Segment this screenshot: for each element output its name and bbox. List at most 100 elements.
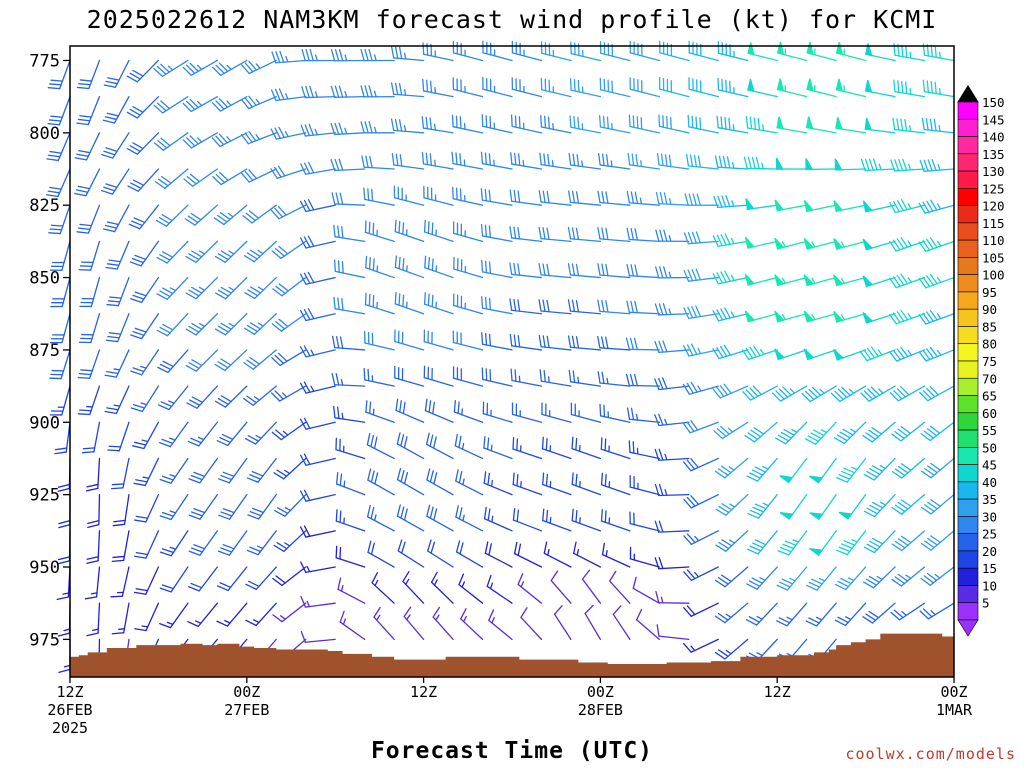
wind-barb (331, 192, 366, 206)
x-tick-label: 26FEB (47, 701, 92, 719)
wind-barb (452, 366, 484, 387)
wind-barb (714, 638, 749, 660)
wind-barb (335, 437, 366, 460)
wind-barb (300, 161, 336, 175)
wind-barb (889, 273, 926, 289)
wind-barb (682, 381, 719, 395)
wind-barb (654, 520, 690, 533)
wind-barb (918, 273, 955, 289)
wind-barb (76, 96, 101, 126)
wind-barb (241, 59, 277, 75)
wind-barb (188, 530, 218, 556)
wind-barb (833, 274, 867, 287)
wind-barb (272, 276, 307, 297)
wind-barb (215, 276, 248, 300)
plot-frame (69, 45, 955, 678)
wind-barb (893, 79, 926, 98)
wind-barb (715, 493, 749, 516)
wind-barb (892, 117, 926, 134)
x-tick-label: 12Z (56, 683, 83, 701)
wind-barb (481, 259, 513, 279)
wind-barb (102, 96, 130, 124)
wind-barb (110, 566, 130, 598)
wind-barb (891, 421, 926, 442)
wind-barb (803, 348, 837, 361)
wind-barb (511, 40, 543, 62)
wind-barb (126, 132, 160, 155)
wind-barb (452, 77, 484, 98)
wind-barb (655, 591, 690, 604)
wind-barb (185, 349, 218, 372)
wind-barb (299, 271, 336, 285)
wind-barb (809, 493, 837, 521)
wind-barb (891, 566, 926, 587)
wind-barb (717, 41, 749, 62)
wind-barb (920, 530, 955, 551)
wind-barb (394, 255, 425, 279)
wind-barb (74, 168, 101, 197)
wind-barb (390, 46, 425, 62)
wind-barb (746, 457, 778, 482)
wind-barb (628, 440, 660, 460)
wind-barb (774, 237, 808, 250)
colorbar-label: 120 (982, 199, 1005, 214)
colorbar-label: 105 (982, 250, 1005, 265)
wind-barb (835, 42, 867, 62)
wind-barb (683, 231, 719, 245)
wind-barb (102, 204, 130, 233)
wind-barb (743, 156, 778, 170)
wind-barb (713, 195, 749, 209)
wind-barb (299, 381, 336, 394)
y-tick-label: 850 (29, 269, 60, 289)
wind-barb (570, 41, 602, 62)
wind-barb (133, 566, 160, 595)
wind-barb (365, 255, 395, 279)
wind-barb (539, 369, 572, 387)
wind-barb (217, 457, 248, 484)
colorbar-swatch (957, 222, 979, 241)
colorbar-swatch (957, 118, 979, 137)
colorbar-swatch (957, 136, 979, 155)
wind-barb (483, 436, 513, 460)
colorbar-swatch (957, 205, 979, 224)
wind-barb (129, 240, 160, 267)
wind-barb (299, 453, 336, 466)
wind-barb (363, 330, 395, 351)
wind-barb (688, 40, 719, 62)
wind-barb (107, 421, 130, 452)
wind-barb (629, 546, 660, 568)
wind-barb (809, 530, 837, 557)
wind-barb (863, 566, 896, 589)
wind-barb (654, 448, 690, 461)
wind-barb (452, 186, 484, 206)
wind-barb (862, 602, 896, 624)
wind-barb (921, 493, 955, 515)
wind-barb (658, 77, 690, 98)
wind-barb (687, 114, 719, 134)
wind-barb (629, 77, 660, 98)
wind-barb (918, 346, 955, 362)
wind-barb (864, 117, 896, 134)
wind-barb (836, 457, 867, 483)
wind-barb (363, 367, 395, 387)
wind-barb (424, 255, 454, 279)
wind-barb (481, 296, 513, 315)
wind-barb (480, 188, 513, 206)
wind-barb (862, 238, 896, 251)
wind-barb (920, 421, 955, 442)
wind-barb (45, 168, 71, 198)
wind-barb (746, 566, 778, 590)
wind-barb (601, 542, 631, 568)
wind-barb (891, 493, 926, 515)
wind-barb (627, 152, 660, 170)
wind-barb (188, 457, 218, 484)
wind-barb (712, 307, 749, 322)
x-tick-label: 00Z (587, 683, 614, 701)
wind-barb (597, 227, 631, 243)
y-tick-label: 875 (29, 341, 60, 361)
colorbar-label: 100 (982, 268, 1005, 283)
wind-barb (571, 472, 602, 496)
wind-barb (214, 385, 248, 408)
wind-barb (659, 40, 690, 62)
wind-barb (244, 276, 277, 300)
